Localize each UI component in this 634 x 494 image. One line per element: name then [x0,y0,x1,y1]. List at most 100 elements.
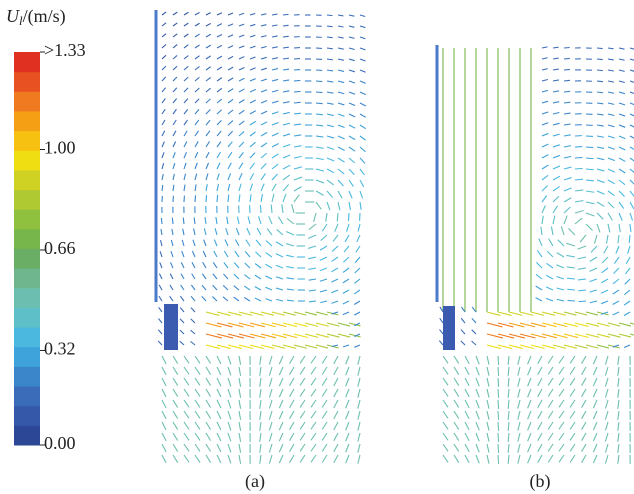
vector-arrow [497,366,500,376]
vector-arrow [337,69,345,72]
vector-arrow [160,217,163,225]
vector-arrow [604,454,609,464]
vector-arrow [617,421,620,431]
vector-arrow [546,262,554,269]
vector-arrow [254,286,262,291]
vector-arrow [227,173,232,181]
vector-arrow [216,34,223,38]
vector-arrow [194,162,198,170]
vector-arrow [348,190,353,199]
vector-arrow [596,124,604,127]
vector-arrow [205,22,211,27]
vector-arrow [629,135,634,139]
vector-arrow [541,154,549,159]
vector-arrow [507,421,510,431]
vector-arrow [205,87,211,93]
vector-arrow [172,366,179,375]
vector-arrow [180,273,185,280]
vector-arrow [227,355,232,365]
vector-arrow [517,388,521,398]
vector-arrow [227,421,232,431]
vector-arrow [326,333,340,338]
vector-arrow [249,88,256,93]
vector-arrow [552,333,568,339]
vector-arrow [527,410,532,420]
vector-arrow [538,238,543,247]
vector-arrow [205,410,212,419]
vector-arrow [275,253,284,258]
vector-arrow [205,55,212,60]
vector-arrow [216,344,232,350]
vector-arrow [354,267,361,274]
vector-arrow [223,250,229,258]
vector-arrow [486,333,504,339]
vector-arrow [618,157,626,162]
vector-arrow [541,195,548,203]
vector-arrow [326,80,334,83]
vector-arrow [442,421,449,430]
vector-arrow [359,190,364,199]
vector-arrow [337,102,345,106]
vector-arrow [282,311,296,316]
vector-arrow [315,113,323,116]
vector-arrow [172,65,178,71]
vector-arrow [205,109,211,115]
vector-arrow [596,179,605,184]
vector-arrow [216,12,223,16]
vector-arrow [271,322,287,328]
vector-arrow [205,141,210,148]
vector-arrow [359,201,362,210]
vector-arrow [238,66,245,71]
vector-arrow [558,432,565,441]
vector-arrow [286,254,295,258]
vector-arrow [581,410,587,419]
vector-arrow [592,399,598,409]
vector-arrow [601,311,609,315]
vector-arrow [260,99,268,104]
vector-arrow [629,58,634,61]
vector-arrow [585,322,600,327]
vector-arrow [205,195,208,203]
vector-arrow [310,421,317,430]
vector-arrow [243,297,251,302]
vector-arrow [497,344,513,350]
vector-arrow [259,454,262,464]
vector-arrow [556,276,565,280]
vector-arrow [348,168,355,176]
vector-arrow [275,276,284,280]
vector-arrow [320,234,328,241]
vector-arrow [227,399,232,409]
vector-arrow [348,333,361,338]
vector-arrow [342,311,350,316]
vector-arrow [172,141,177,148]
vector-arrow [299,432,306,441]
vector-arrow [552,205,558,214]
vector-arrow [535,285,543,291]
vector-arrow [172,76,178,82]
vector-arrow [289,443,295,452]
vector-arrow [260,311,275,316]
vector-arrow [238,12,245,16]
vector-arrow [507,432,510,442]
vector-arrow [254,274,262,280]
vector-arrow [216,410,222,420]
vector-arrow [596,212,604,220]
vector-arrow [183,162,187,170]
vector-arrow [625,256,631,265]
vector-arrow [537,432,543,442]
vector-arrow [183,377,190,386]
vector-arrow [286,299,295,302]
vector-arrow [585,190,595,193]
vector-arrow [574,344,588,349]
vector-arrow [604,355,609,365]
vector-arrow [205,76,212,82]
vector-arrow [191,262,196,269]
vector-arrow [172,44,178,49]
vector-arrow [227,333,244,339]
vector-arrow [517,377,521,387]
vector-arrow [359,135,366,141]
vector-arrow [519,333,536,339]
vector-arrow [260,45,267,49]
vector-arrow [541,46,548,49]
vector-arrow [249,99,257,104]
